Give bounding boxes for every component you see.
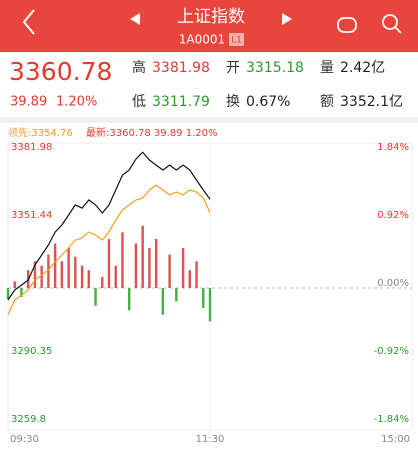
strength-bar [6, 288, 10, 300]
badge-bg [229, 33, 244, 46]
strength-bar [107, 239, 111, 288]
strength-bar [175, 288, 178, 302]
search-icon-handle [394, 26, 402, 34]
price-line [7, 184, 211, 316]
strength-bar [148, 247, 151, 288]
field-value: 3381.98 [152, 60, 210, 76]
strength-bar [121, 232, 124, 288]
field-label: 开 [226, 60, 240, 76]
field-value: 3352.1亿 [340, 94, 403, 110]
strength-bar [80, 265, 84, 288]
header-bar [0, 0, 418, 52]
strength-bar [161, 288, 165, 315]
strength-bar [154, 239, 158, 288]
y2-tick-label: 0.00% [377, 278, 409, 289]
badge: L1 [231, 36, 242, 46]
next-button[interactable] [282, 13, 292, 25]
strength-bar [60, 261, 64, 288]
strength-bar [195, 261, 198, 288]
price-line [7, 151, 211, 301]
strength-bar [208, 288, 212, 322]
field-label: 低 [132, 94, 146, 110]
strength-bar [101, 276, 104, 288]
strength-bar [87, 270, 90, 288]
prev-button[interactable] [130, 13, 140, 25]
x-tick-label: 09:30 [10, 434, 39, 445]
strength-bar [40, 265, 43, 288]
field-label: 量 [320, 60, 334, 76]
y2-tick-label: -1.84% [374, 414, 409, 425]
strength-bar [188, 270, 191, 288]
y2-tick-label: -0.92% [374, 346, 409, 357]
x-tick-label: 11:30 [196, 434, 225, 445]
strength-bar [114, 265, 117, 288]
y-tick-label: 3351.44 [11, 210, 52, 221]
field-value: 0.67% [246, 94, 290, 110]
strength-bar [33, 261, 37, 288]
strength-bar [141, 225, 144, 288]
y-tick-label: 3290.35 [11, 346, 52, 357]
divider [0, 117, 418, 123]
strength-bar [134, 243, 138, 288]
strength-bar [181, 247, 185, 288]
strength-bar [53, 243, 57, 288]
price: 3360.78 [9, 57, 112, 86]
change-pct: 1.20% [56, 95, 97, 110]
strength-bar [47, 254, 50, 288]
strength-bar [94, 288, 97, 306]
change: 39.89 [10, 95, 47, 110]
strength-bar [202, 288, 205, 309]
y-tick-label: 3259.8 [11, 414, 46, 425]
y-tick-label: 3381.98 [11, 142, 52, 153]
y2-tick-label: 1.84% [377, 142, 409, 153]
x-tick-label: 15:00 [381, 434, 410, 445]
field-label: 额 [320, 94, 334, 110]
search-icon[interactable] [382, 14, 398, 30]
robot-icon[interactable] [337, 17, 357, 33]
field-label: 高 [132, 59, 146, 76]
strength-bar [168, 254, 171, 288]
back-button[interactable] [22, 9, 35, 35]
header-title: 上证指数 [177, 7, 245, 27]
strength-bar [67, 247, 70, 288]
strength-bar [13, 281, 16, 288]
y2-tick-label: 0.92% [377, 210, 409, 221]
legend-latest: 最新:3360.78 39.89 1.20% [86, 126, 217, 139]
header-code: 1A0001 [179, 33, 225, 47]
strength-bar [128, 288, 131, 311]
field-value: 2.42亿 [340, 60, 385, 76]
strength-bar [20, 288, 23, 297]
strength-bar [74, 256, 77, 288]
field-label: 换 [226, 93, 240, 110]
field-value: 3311.79 [152, 94, 210, 110]
legend-lead: 领先:3354.76 [8, 126, 73, 139]
field-value: 3315.18 [246, 60, 304, 76]
